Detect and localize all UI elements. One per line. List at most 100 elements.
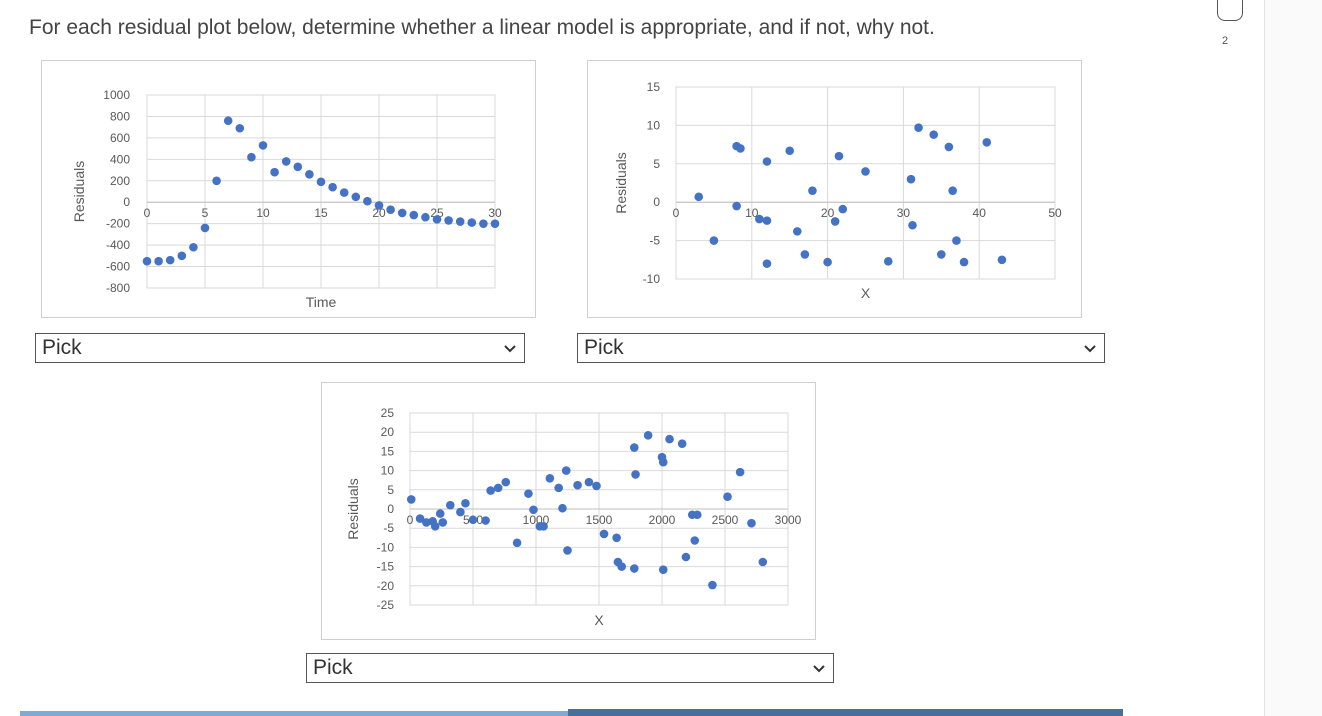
x-axis-title: Time [306, 294, 337, 310]
data-point [908, 220, 917, 230]
data-point [247, 152, 256, 162]
data-point [415, 514, 425, 523]
data-point [363, 196, 372, 206]
y-tick-label: 10 [381, 464, 395, 478]
data-point [629, 443, 639, 452]
data-point [732, 201, 741, 211]
data-point [409, 210, 419, 220]
dropdown-value: Pick [313, 656, 353, 679]
data-point [694, 192, 704, 202]
data-point [758, 557, 768, 567]
x-axis-title: X [594, 612, 604, 628]
y-tick-label: -10 [643, 272, 661, 286]
data-point [592, 481, 601, 491]
answer-dropdown-3[interactable]: Pick [306, 653, 834, 683]
data-point [468, 515, 478, 525]
data-point [446, 500, 455, 510]
y-tick-label: 25 [381, 406, 395, 420]
x-tick-label: 5 [202, 206, 209, 220]
x-tick-label: 1500 [586, 513, 613, 527]
scrollbar[interactable] [1264, 0, 1322, 716]
data-point [914, 123, 923, 133]
x-tick-label: 20 [372, 206, 386, 220]
data-point [438, 518, 448, 527]
residual-plot-2: -10 -5 0 5 10 15 0 10 20 30 40 50 X Residuals [587, 60, 1082, 318]
y-tick-label: 0 [123, 195, 130, 209]
data-point [461, 498, 470, 508]
data-point [281, 157, 291, 166]
data-point [830, 217, 840, 226]
x-tick-label: 30 [488, 206, 502, 220]
data-point [997, 255, 1007, 265]
data-point [554, 483, 563, 493]
data-point [432, 215, 442, 224]
data-point [339, 188, 349, 197]
plot-area [675, 86, 1056, 280]
flag-icon[interactable] [1217, 0, 1243, 21]
y-tick-label: 0 [387, 502, 394, 516]
data-point [690, 536, 700, 545]
y-tick-label: 10 [647, 118, 661, 132]
dropdown-value: Pick [42, 336, 82, 359]
y-tick-label: -5 [383, 521, 394, 535]
data-point [708, 580, 717, 590]
data-point [397, 208, 407, 218]
y-tick-label: 1000 [103, 88, 130, 102]
data-point [800, 250, 810, 259]
data-point [906, 174, 916, 184]
data-point [677, 439, 687, 449]
residual-plot-3: -25-20-15-10-505101520250500100015002000… [321, 382, 816, 640]
data-point [455, 217, 465, 226]
x-tick-label: 10 [745, 206, 759, 220]
data-point [456, 507, 465, 517]
data-point [665, 434, 674, 444]
data-point [948, 186, 957, 195]
data-point [430, 521, 440, 531]
data-point [723, 492, 732, 502]
y-tick-label: -200 [106, 217, 130, 231]
y-tick-label: 600 [110, 131, 130, 145]
y-tick-label: 0 [653, 195, 660, 209]
data-point [692, 510, 702, 520]
progress-bar-left [20, 711, 568, 716]
data-point [823, 257, 832, 267]
data-point [493, 483, 503, 493]
x-tick-label: 2500 [712, 513, 739, 527]
data-point [189, 242, 198, 252]
data-point [539, 521, 548, 531]
x-axis-title: X [861, 285, 871, 301]
data-point [573, 480, 582, 490]
chevron-down-icon [1084, 345, 1096, 353]
y-tick-label: -15 [377, 560, 395, 574]
y-tick-label: 800 [110, 109, 130, 123]
data-point [435, 509, 445, 518]
plot-area [146, 94, 496, 289]
y-tick-label: 400 [110, 152, 130, 166]
data-point [681, 552, 691, 562]
data-point [561, 466, 571, 475]
data-point [406, 495, 416, 504]
data-point [529, 505, 538, 515]
x-tick-label: 50 [1048, 206, 1062, 220]
data-point [563, 546, 572, 555]
data-point [612, 533, 621, 543]
x-tick-label: 3000 [775, 513, 802, 527]
data-point [486, 486, 495, 495]
data-point [929, 130, 939, 139]
question-text: For each residual plot below, determine … [29, 16, 935, 39]
data-point [599, 529, 609, 539]
data-point [200, 223, 210, 233]
y-tick-label: 5 [653, 157, 660, 171]
data-point [658, 565, 668, 574]
data-point [584, 477, 594, 487]
y-tick-label: 200 [110, 174, 130, 188]
answer-dropdown-1[interactable]: Pick [35, 333, 525, 363]
data-point [328, 182, 337, 192]
data-point [165, 255, 175, 265]
data-point [952, 236, 961, 245]
answer-dropdown-2[interactable]: Pick [577, 333, 1105, 363]
data-point [374, 201, 384, 210]
data-point [258, 141, 268, 150]
y-tick-label: -5 [649, 234, 660, 248]
data-point [937, 250, 946, 259]
